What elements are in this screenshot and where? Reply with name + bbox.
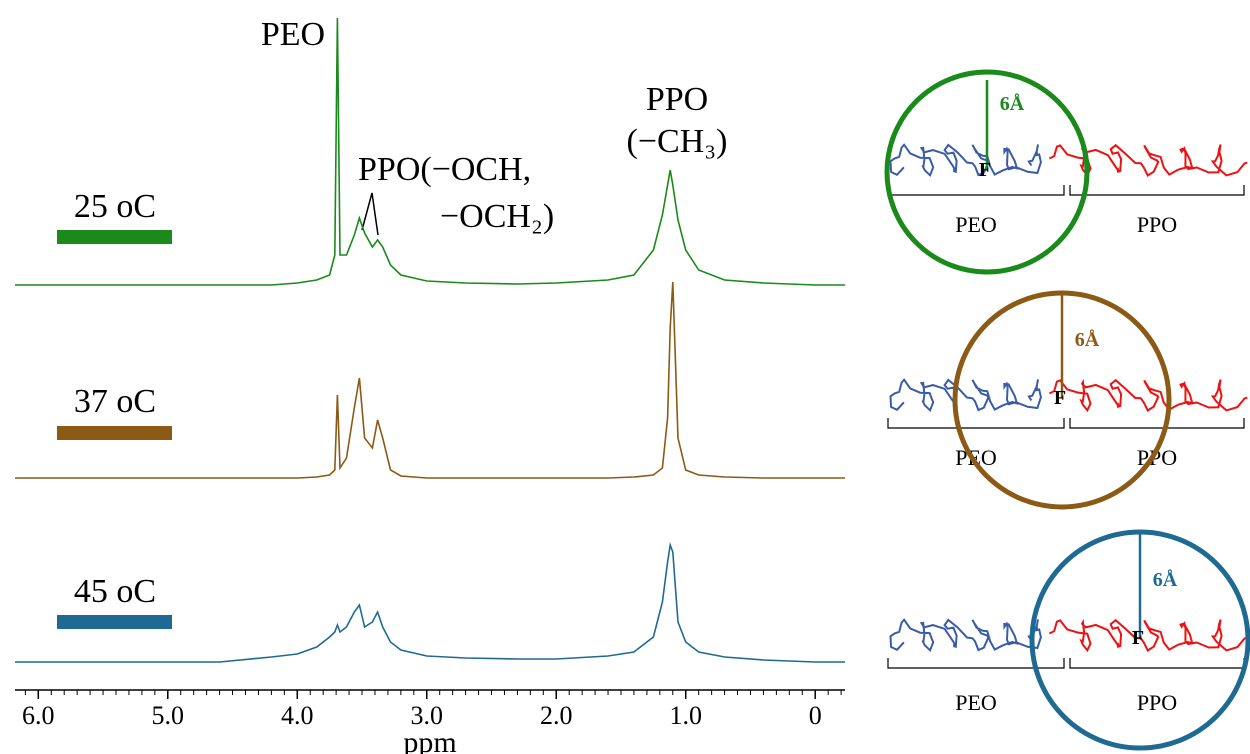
segment-label: PEO [955, 212, 997, 237]
bracket [887, 418, 1065, 429]
annotation: −OCH₂) [440, 198, 554, 235]
x-tick-label: 2.0 [540, 701, 573, 730]
x-tick-label: 3.0 [411, 701, 444, 730]
segment-label: PPO [1137, 212, 1177, 237]
polymer-coil [889, 378, 1042, 413]
bracket [887, 658, 1065, 669]
radius-circle [1029, 529, 1250, 751]
atom-label: F [1132, 627, 1144, 649]
annotation: PEO [261, 16, 325, 53]
annotation: (−CH₃) [627, 123, 728, 160]
atom-label: F [979, 159, 991, 181]
segment-label: PPO [1137, 690, 1177, 715]
radius-label: 6Å [1075, 328, 1100, 351]
polymer-coil [1048, 618, 1248, 653]
polymer-coil [1048, 143, 1248, 178]
x-tick-label: 5.0 [152, 701, 185, 730]
legend-label: 45 oC [74, 573, 156, 610]
spectrum-line [15, 541, 845, 663]
segment-label: PEO [955, 690, 997, 715]
bracket [887, 185, 1065, 196]
legend-swatch [57, 615, 172, 629]
radius-label: 6Å [1153, 568, 1178, 591]
x-tick-label: 6.0 [22, 701, 55, 730]
bracket [1069, 418, 1245, 429]
bracket [1069, 185, 1245, 196]
x-tick-label: 4.0 [281, 701, 314, 730]
polymer-coil [889, 618, 1042, 653]
bracket [1069, 658, 1245, 669]
legend-label: 37 oC [74, 383, 156, 420]
x-axis-label: ppm [403, 726, 456, 754]
leader-line [361, 192, 379, 236]
polymer-coil [1048, 378, 1248, 413]
spectrum-line [15, 281, 845, 479]
radius-label: 6Å [1000, 92, 1025, 115]
legend-swatch [57, 230, 172, 244]
radius-circle [884, 69, 1090, 275]
polymer-coil [889, 143, 1042, 178]
x-tick-label: 0 [809, 701, 822, 730]
spectrum-line [15, 17, 845, 286]
annotation: PPO(−OCH, [358, 151, 531, 188]
annotation: PPO [646, 81, 708, 118]
legend-swatch [57, 426, 172, 440]
legend-label: 25 oC [74, 188, 156, 225]
atom-label: F [1054, 387, 1066, 409]
x-tick-label: 1.0 [669, 701, 702, 730]
